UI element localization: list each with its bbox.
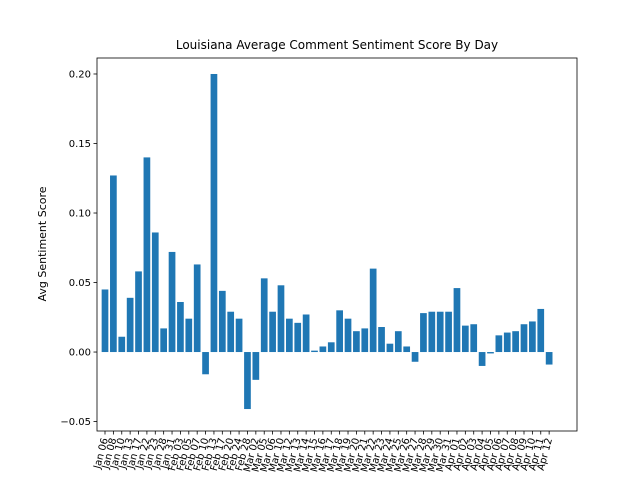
bar — [428, 311, 436, 353]
y-tick-label: 0.10 — [69, 209, 91, 220]
bar — [461, 325, 469, 353]
bar — [336, 310, 343, 353]
bar — [252, 352, 260, 380]
bar — [386, 343, 394, 353]
bar — [302, 314, 310, 353]
y-tick-label: 0.00 — [69, 348, 91, 359]
bar — [235, 318, 243, 353]
y-axis-label: Avg Sentiment Score — [36, 186, 49, 301]
bar — [110, 175, 117, 353]
bar — [101, 289, 109, 353]
chart-title: Louisiana Average Comment Sentiment Scor… — [176, 38, 498, 52]
bar — [160, 328, 168, 353]
bar — [143, 157, 151, 353]
bar — [436, 311, 444, 353]
bar — [311, 350, 318, 353]
bar — [151, 232, 159, 353]
bar — [361, 328, 369, 353]
bar — [520, 324, 528, 353]
bar — [529, 321, 536, 353]
bar — [218, 290, 226, 353]
bar — [126, 297, 134, 353]
bar — [470, 324, 478, 353]
y-tick-label: 0.20 — [69, 69, 91, 80]
bar — [260, 278, 268, 353]
bar — [210, 73, 218, 353]
bar — [420, 313, 427, 353]
axes-frame — [96, 57, 578, 432]
bar — [185, 318, 193, 353]
bar — [294, 322, 302, 353]
bar — [319, 346, 327, 353]
bar — [202, 352, 209, 375]
bar — [177, 301, 184, 353]
bar — [512, 331, 519, 353]
bar — [244, 352, 251, 410]
bar — [503, 332, 511, 353]
bar — [411, 352, 419, 362]
bar — [487, 352, 494, 354]
y-tick-label: −0.05 — [60, 417, 91, 428]
bar — [168, 251, 176, 353]
bar — [344, 318, 352, 353]
bar — [327, 342, 335, 353]
bar — [277, 285, 285, 353]
bar — [545, 352, 553, 365]
bar — [193, 264, 201, 353]
bar — [453, 288, 461, 353]
bar — [118, 336, 126, 353]
bar — [353, 331, 360, 353]
bar — [478, 352, 486, 366]
y-tick-label: 0.05 — [69, 278, 91, 289]
bar — [135, 271, 142, 353]
y-tick-label: 0.15 — [69, 139, 91, 150]
bar — [495, 335, 503, 353]
bar — [286, 318, 293, 353]
bar — [537, 308, 545, 353]
bar — [269, 311, 276, 353]
bar — [445, 311, 452, 353]
bar — [394, 331, 402, 353]
bar — [227, 311, 235, 353]
bar — [369, 268, 377, 353]
bar — [403, 346, 411, 353]
bar — [378, 327, 385, 353]
